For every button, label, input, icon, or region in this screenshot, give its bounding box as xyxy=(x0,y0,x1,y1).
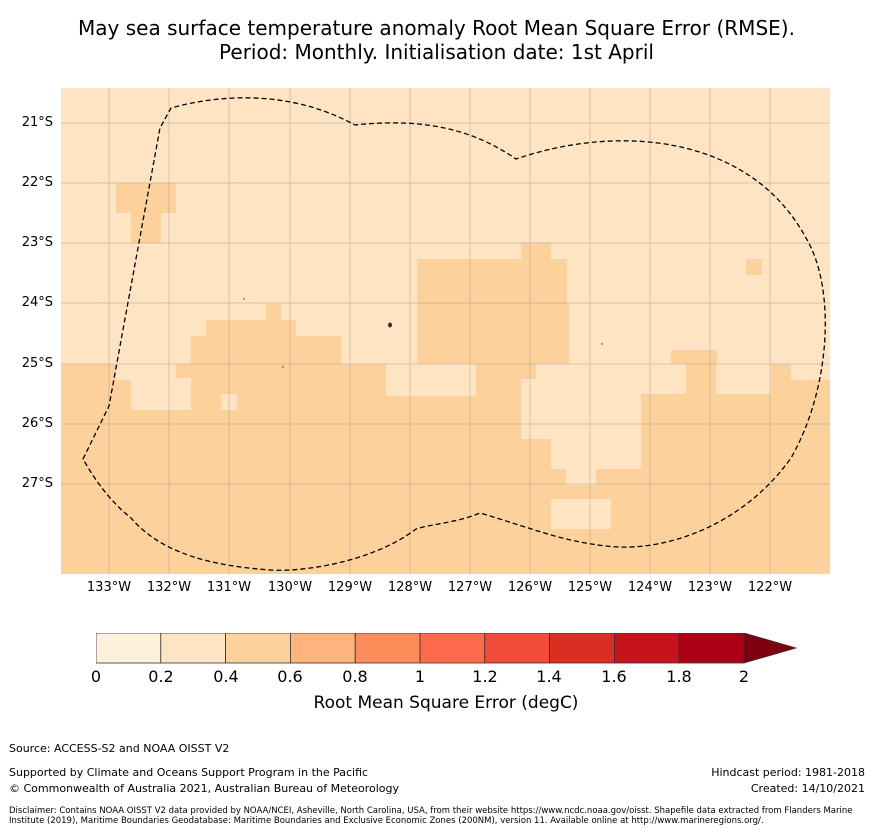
colorbar-bin-2 xyxy=(225,633,291,664)
lat-label-25s: 25°S xyxy=(21,356,53,371)
source-text: Source: ACCESS-S2 and NOAA OISST V2 xyxy=(9,742,230,755)
colorbar-bin-3 xyxy=(289,633,356,664)
lat-label-24s: 24°S xyxy=(21,295,53,310)
colorbar-bin-0 xyxy=(96,633,162,664)
colorbar-bin-4 xyxy=(354,633,421,664)
lon-label-124w: 124°W xyxy=(627,580,673,595)
lon-label-123w: 123°W xyxy=(687,580,733,595)
hindcast-period: Hindcast period: 1981-2018 xyxy=(711,766,865,779)
colorbar-tick-1: 1 xyxy=(414,667,426,686)
colorbar-tick-1.2: 1.2 xyxy=(472,667,498,686)
disclaimer-text: Disclaimer: Contains NOAA OISST V2 data … xyxy=(9,806,853,826)
islands xyxy=(243,298,603,368)
colorbar-bin-5 xyxy=(419,633,486,664)
lat-label-23s: 23°S xyxy=(21,235,53,250)
chart-title: May sea surface temperature anomaly Root… xyxy=(0,16,873,64)
rmse-0.2-0.4-south-patches xyxy=(116,364,830,529)
colorbar-tick-2: 2 xyxy=(738,667,750,686)
colorbar-bin-6 xyxy=(484,633,550,664)
colorbar-bins xyxy=(96,633,745,664)
colorbar-tick-0.4: 0.4 xyxy=(213,667,239,686)
colorbar-bin-7 xyxy=(549,633,615,664)
title-line-1: May sea surface temperature anomaly Root… xyxy=(78,16,795,40)
lon-label-131w: 131°W xyxy=(206,580,252,595)
lon-label-126w: 126°W xyxy=(507,580,553,595)
colorbar-tick-0.6: 0.6 xyxy=(277,667,303,686)
eez-boundary xyxy=(82,97,826,571)
colorbar-tick-0.8: 0.8 xyxy=(342,667,368,686)
colorbar-tick-0.2: 0.2 xyxy=(148,667,174,686)
map-gridlines xyxy=(61,88,830,574)
colorbar-tick-1.4: 1.4 xyxy=(536,667,562,686)
lon-label-129w: 129°W xyxy=(327,580,373,595)
colorbar-tick-1.6: 1.6 xyxy=(601,667,627,686)
lon-label-125w: 125°W xyxy=(567,580,613,595)
lon-label-133w: 133°W xyxy=(86,580,132,595)
lat-label-27s: 27°S xyxy=(21,476,53,491)
supported-text: Supported by Climate and Oceans Support … xyxy=(9,766,369,779)
colorbar xyxy=(96,633,798,664)
lon-label-132w: 132°W xyxy=(146,580,192,595)
colorbar-extend-triangle xyxy=(743,633,798,664)
created-date: Created: 14/10/2021 xyxy=(750,782,865,795)
colorbar-bin-8 xyxy=(614,633,680,664)
colorbar-tick-0: 0 xyxy=(90,667,102,686)
copyright-text: © Commonwealth of Australia 2021, Austra… xyxy=(9,782,399,795)
lat-label-26s: 26°S xyxy=(21,416,53,431)
colorbar-bin-1 xyxy=(160,633,227,664)
colorbar-tick-1.8: 1.8 xyxy=(666,667,692,686)
lon-label-122w: 122°W xyxy=(747,580,793,595)
lon-label-128w: 128°W xyxy=(387,580,433,595)
title-line-2: Period: Monthly. Initialisation date: 1s… xyxy=(219,40,654,64)
colorbar-label: Root Mean Square Error (degC) xyxy=(313,693,579,713)
colorbar-bin-9 xyxy=(678,633,745,664)
lat-label-22s: 22°S xyxy=(21,175,53,190)
lat-label-21s: 21°S xyxy=(21,115,53,130)
lon-label-130w: 130°W xyxy=(267,580,313,595)
rmse-map xyxy=(61,88,830,574)
lon-label-127w: 127°W xyxy=(447,580,493,595)
